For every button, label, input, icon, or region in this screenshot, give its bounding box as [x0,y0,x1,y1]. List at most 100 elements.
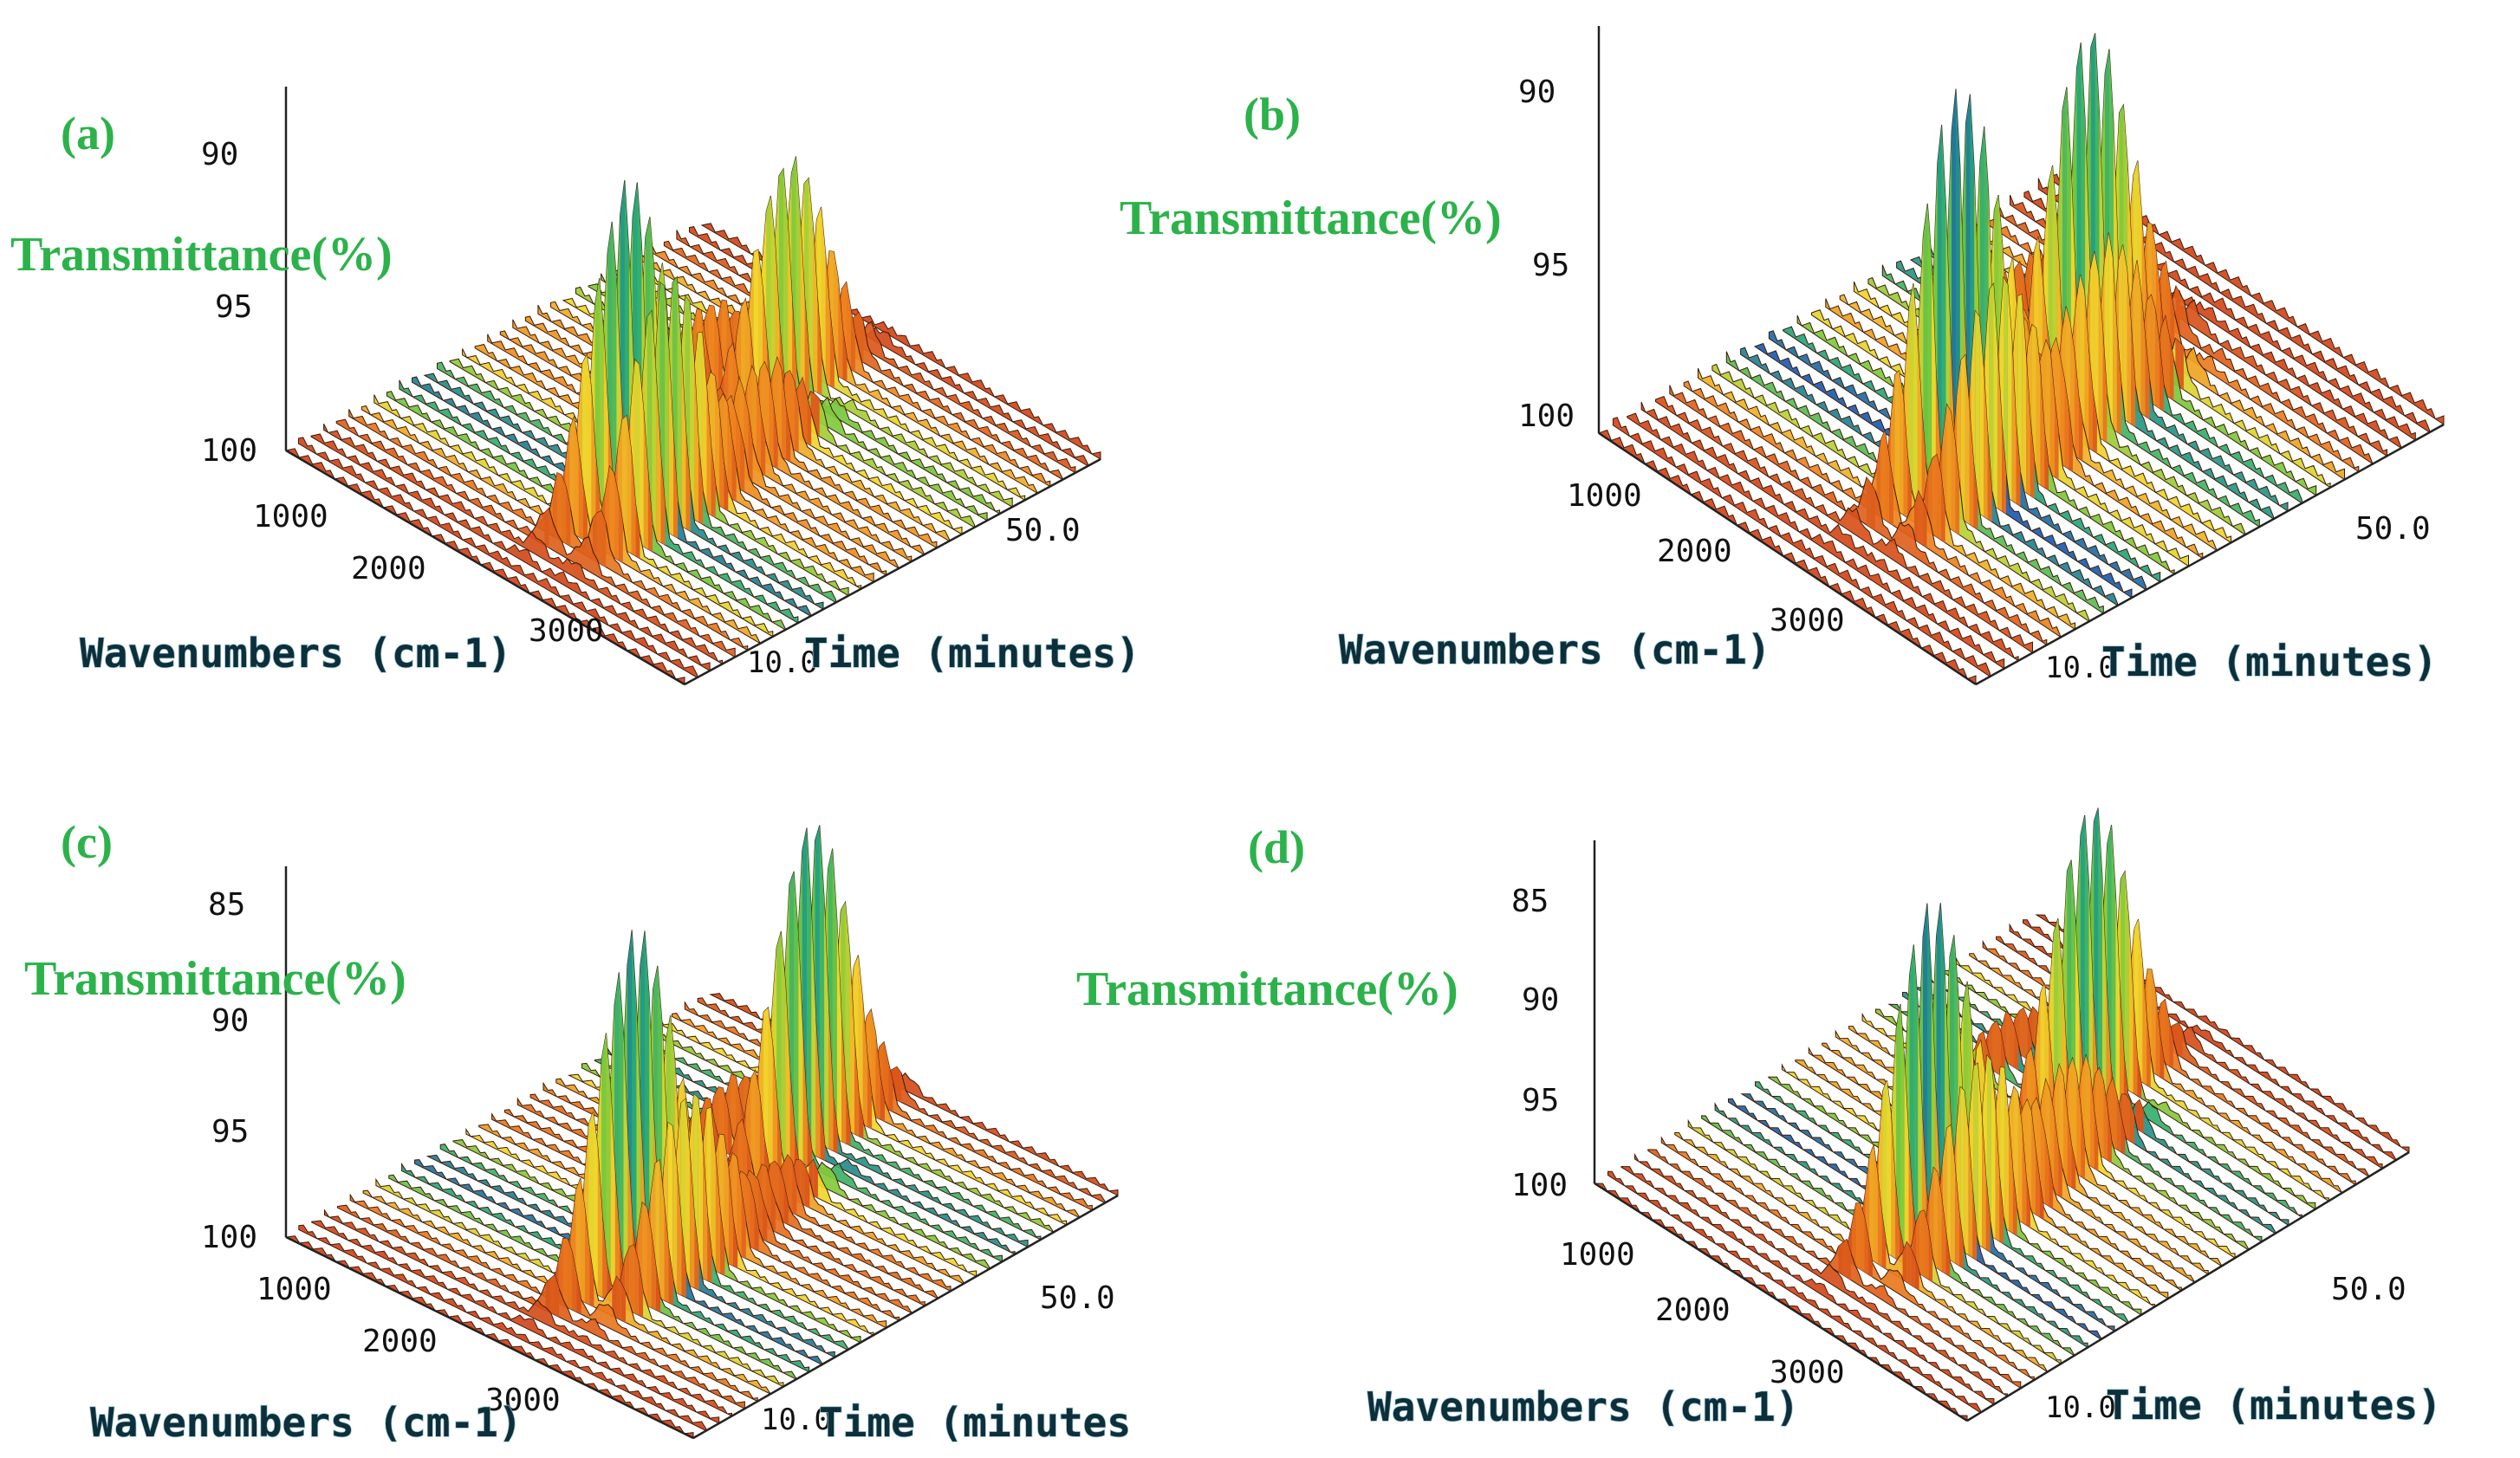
surface-peak-segment [715,1157,721,1273]
panel-label: (b) [1244,88,1301,140]
surface-peak-segment [1907,454,1912,521]
surface-peak-segment [2130,1101,2134,1144]
surface-peak-segment [647,472,653,552]
surface-peak-segment [2069,407,2073,472]
surface-peak-segment [632,930,637,1273]
surface-peak-segment [612,1276,617,1319]
surface-peak-segment [825,254,830,386]
surface-peak-segment [1978,1063,1983,1247]
surface-peak-segment [1904,1058,1909,1251]
x-tick-3000: 3000 [529,613,604,649]
surface-peak-segment [2012,1171,2017,1236]
surface-trace [1612,417,1991,677]
surface-peak-segment [677,276,682,527]
surface-peak-segment [1869,1144,1874,1261]
surface-peak-segment [698,440,704,525]
surface-peak-segment [2004,277,2008,498]
surface-peak-segment [631,449,636,556]
panel-a: (a) Transmittance(%) 90 95 100 1000 2000… [0,0,1248,728]
surface-peak-segment [2094,1111,2099,1171]
x-tick-1000: 1000 [1567,478,1642,514]
surface-peak-segment [2089,1070,2095,1169]
surface-peak-segment [1933,1167,1938,1269]
surface-peak-segment [1842,1239,1848,1278]
surface-peak-segment [574,416,579,537]
surface-peak-segment [2017,294,2023,490]
surface-peak-segment [779,1166,784,1223]
surface-peak-segment [711,1107,716,1272]
surface-peak-segment [1919,1210,1925,1277]
surface-trace [1607,1170,1981,1414]
surface-peak-segment [612,221,617,517]
surface-peak-segment [888,1062,893,1112]
surface-peak-segment [1989,283,1994,506]
surface-peak-segment [685,1098,691,1286]
surface-peak-segment [859,312,864,363]
surface-peak-segment [794,380,799,453]
surface-peak-segment [756,376,761,474]
surface-peak-segment [2031,1111,2036,1215]
surface-peak-segment [817,295,822,396]
surface-peak-segment [677,1169,682,1296]
z-tick-90: 90 [1522,982,1559,1018]
surface-peak-segment [1885,430,1889,523]
surface-peak-segment [1896,1003,1900,1245]
surface-peak-segment [1946,1124,1952,1260]
surface-peak-segment [599,278,604,523]
surface-peak-segment [1941,125,1946,491]
surface-peak-segment [1891,1114,1896,1259]
surface-peak-segment [838,278,843,379]
surface-peak-segment [664,286,669,534]
surface-peak-segment [845,902,850,1132]
surface-peak-segment [639,364,644,547]
surface-peak-segment [609,466,614,558]
surface-peak-segment [2001,1032,2005,1079]
surface-peak-segment [620,1282,626,1323]
surface-peak-segment [1874,1144,1878,1264]
surface-peak-segment [2160,1034,2165,1080]
surface-peak-segment [544,508,549,548]
surface-peak-segment [2022,1129,2027,1226]
surface-peak-segment [689,301,694,520]
surface-peak-segment [770,1187,776,1233]
surface-trace [324,1209,732,1417]
surface-peak-segment [811,908,816,1157]
surface-peak-segment [772,1045,777,1178]
surface-peak-segment [782,370,787,460]
chart-d: (d) Transmittance(%) 85 90 95 100 1000 2… [1076,807,2442,1431]
surface-peak-segment [2169,1020,2173,1069]
surface-peak-segment [597,1147,603,1298]
surface-peak-segment [841,1018,847,1144]
surface-peak-segment [655,1266,661,1312]
surface-peak-segment [1968,1133,1973,1258]
surface-peak-segment [724,1135,729,1264]
y-axis-title: Time (minutes) [2101,638,2438,685]
surface-trace [323,423,724,665]
surface-peak-segment [769,374,774,467]
surface-peak-segment [1960,1086,1965,1253]
surface-peak-segment [1946,404,1952,529]
surface-peak-segment [1982,1118,1986,1250]
surface-trace [1620,1165,1995,1406]
surface-peak-segment [854,1039,860,1137]
x-tick-2000: 2000 [351,551,426,586]
y-tick-50: 50.0 [1005,513,1081,548]
surface-peak-segment [1881,1212,1887,1269]
surface-peak-segment [731,438,737,502]
x-tick-1000: 1000 [257,1272,332,1307]
surface-peak-segment [664,1202,669,1303]
surface-peak-segment [1955,1167,1959,1267]
surface-peak-segment [2106,978,2111,1112]
surface-peak-segment [763,1008,769,1174]
z-tick-100: 100 [1511,1168,1568,1203]
surface-peak-segment [668,350,673,536]
surface-peak-segment [764,361,770,464]
surface-peak-segment [862,999,867,1127]
surface-peak-segment [875,1033,880,1119]
x-tick-1000: 1000 [253,499,328,535]
surface-peak-segment [754,1201,759,1252]
surface-peak-segment [807,395,812,446]
surface-trace [298,437,698,678]
surface-peak-segment [757,1180,763,1240]
surface-peak-segment [833,1096,838,1154]
